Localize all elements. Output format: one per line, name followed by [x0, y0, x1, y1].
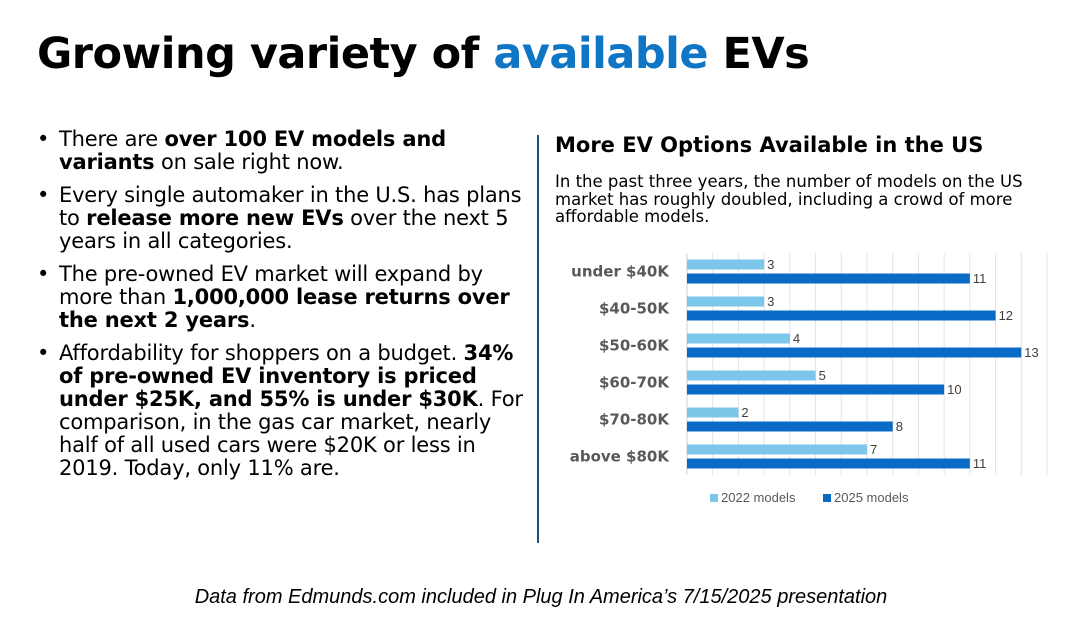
bar-series-1 — [687, 370, 816, 381]
bullet-glyph: • — [37, 262, 50, 286]
bullet-glyph: • — [37, 127, 50, 151]
bullet-text-bold: release more new EVs — [86, 206, 344, 230]
legend-swatch — [823, 494, 831, 502]
category-label: above $80K — [570, 448, 671, 466]
slide-title-accent: available — [493, 29, 709, 79]
category-label: $60-70K — [599, 374, 670, 392]
bullet-list: • There are over 100 EV models and varian… — [37, 128, 527, 490]
category-label: $40-50K — [599, 300, 670, 318]
bar-series-1 — [687, 259, 765, 270]
bar-series-2 — [687, 310, 996, 321]
bullet-text-bold: 34% of pre-owned EV inventory is priced … — [59, 341, 514, 411]
bar-series-2 — [687, 384, 945, 395]
data-label: 11 — [973, 271, 987, 286]
data-label: 10 — [947, 382, 961, 397]
bullet-glyph: • — [37, 183, 50, 207]
chart-subtitle: In the past three years, the number of m… — [555, 172, 1023, 226]
data-label: 3 — [767, 257, 774, 272]
slide-title-end: EVs — [708, 29, 810, 79]
data-label: 12 — [999, 308, 1013, 323]
bullet-text: Affordability for shoppers on a budget. — [59, 341, 464, 365]
bar-series-1 — [687, 333, 790, 344]
data-label: 13 — [1024, 345, 1038, 360]
bullet-text: Every single automaker in the U.S. has p… — [59, 183, 522, 230]
bullet-text: The pre-owned EV market will expand by m… — [59, 262, 483, 309]
bullet-text-bold: over 100 EV models and variants — [59, 127, 446, 174]
bar-series-1 — [687, 296, 765, 307]
slide-title-start: Growing variety of — [37, 29, 494, 79]
chart-title: More EV Options Available in the US — [555, 133, 984, 157]
data-label: 4 — [793, 331, 800, 346]
bar-series-2 — [687, 421, 893, 432]
bar-series-2 — [687, 458, 970, 469]
bullet-item: • There are over 100 EV models and varian… — [37, 128, 527, 174]
bullet-text: . For comparison, in the gas car market,… — [59, 387, 523, 480]
bar-series-1 — [687, 444, 867, 455]
legend-label: 2022 models — [721, 490, 796, 505]
bar-series-1 — [687, 407, 739, 418]
data-label: 8 — [896, 419, 903, 434]
bullet-text-bold: 1,000,000 lease returns over the next 2 … — [59, 285, 510, 332]
bar-series-2 — [687, 347, 1022, 358]
slide-title: Growing variety of available EVs — [37, 26, 810, 82]
legend-swatch — [710, 494, 718, 502]
bullet-text: on sale right now. — [154, 150, 344, 174]
bullet-text: There are — [59, 127, 165, 151]
source-footer: Data from Edmunds.com included in Plug I… — [194, 586, 888, 608]
category-label: $70-80K — [599, 411, 670, 429]
legend-label: 2025 models — [834, 490, 909, 505]
data-label: 5 — [819, 368, 826, 383]
bar-series-2 — [687, 273, 970, 284]
data-label: 3 — [767, 294, 774, 309]
bar-chart: under $40K 3 11 $40-50K 3 12 $50-60K 4 13 $60-70K… — [570, 253, 1048, 505]
category-label: under $40K — [571, 263, 670, 281]
bullet-item: • The pre-owned EV market will expand by … — [37, 263, 527, 332]
bullet-item: • Affordability for shoppers on a budget.… — [37, 342, 527, 480]
bullet-text: . — [249, 308, 256, 332]
bullet-glyph: • — [37, 341, 50, 365]
data-label: 7 — [870, 442, 877, 457]
category-label: $50-60K — [599, 337, 670, 355]
bullet-item: • Every single automaker in the U.S. has … — [37, 184, 527, 253]
data-label: 11 — [973, 456, 987, 471]
bullet-text: over the next 5 years in all categories. — [59, 206, 509, 253]
column-divider — [537, 135, 539, 543]
data-label: 2 — [741, 405, 748, 420]
